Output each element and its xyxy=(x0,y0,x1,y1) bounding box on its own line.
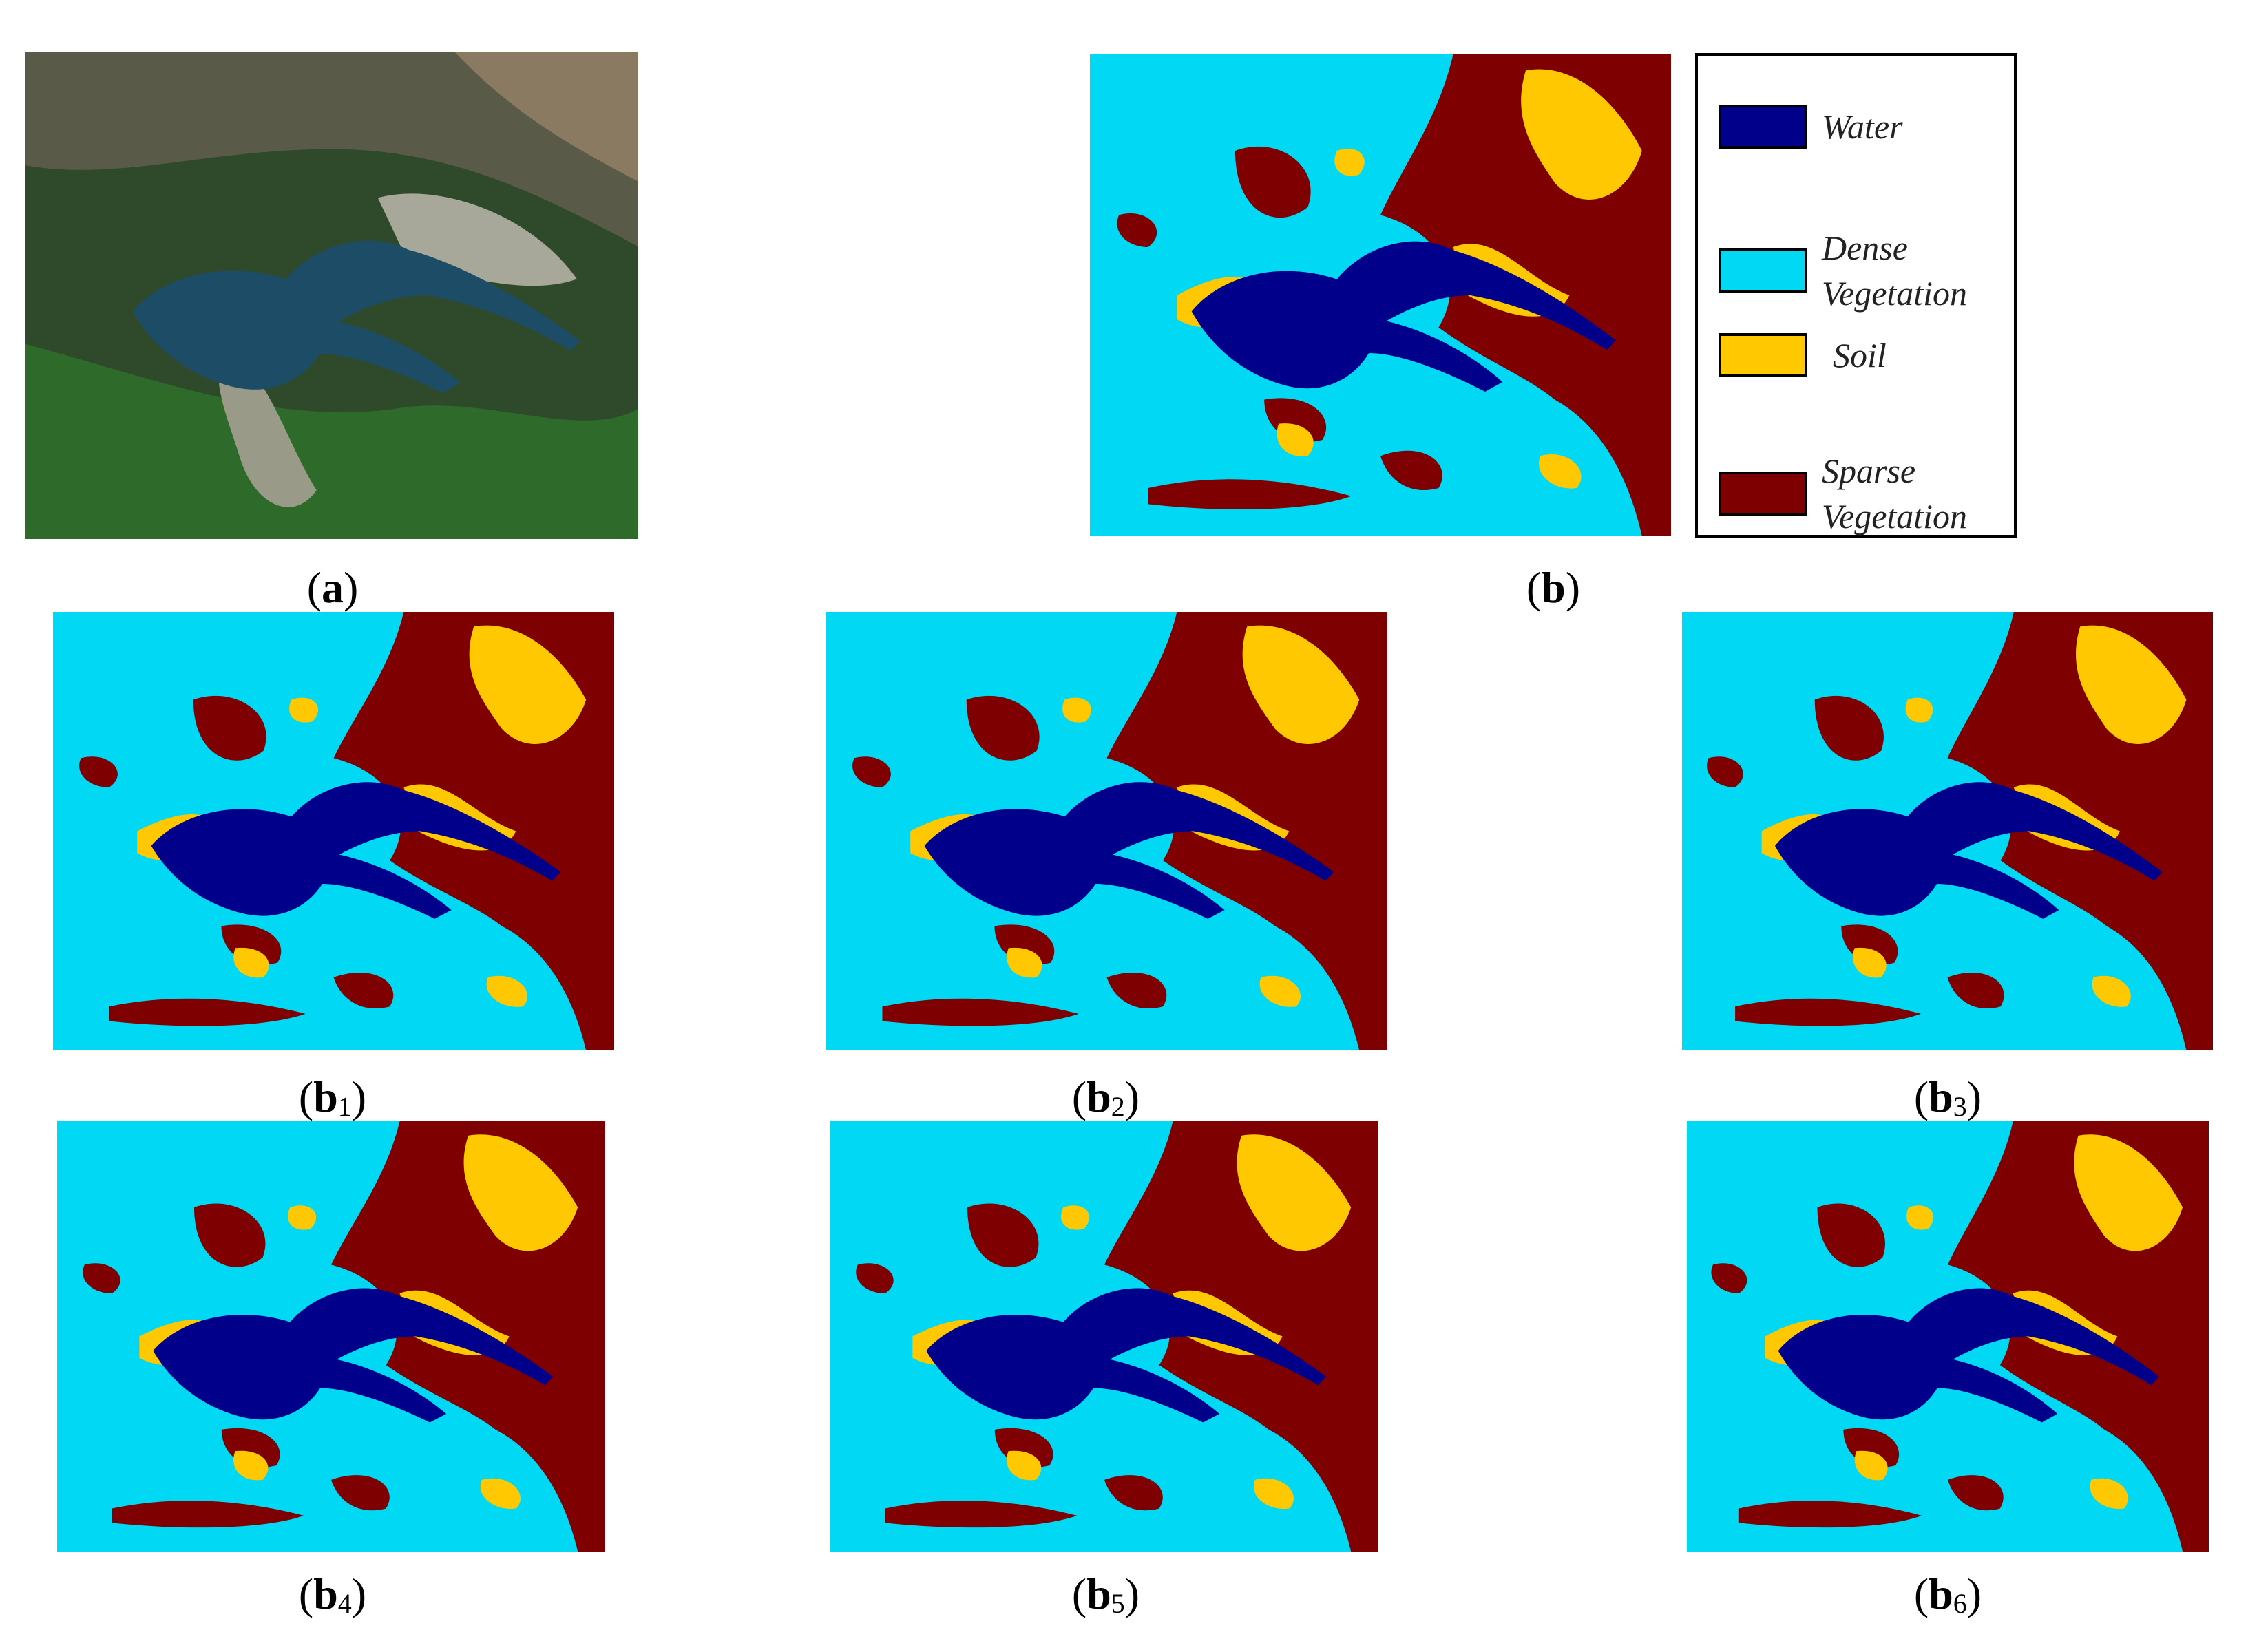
legend-line: Water xyxy=(1822,107,1903,146)
panel-caption: (b5) xyxy=(1072,1572,1139,1618)
caption-index: 1 xyxy=(337,1091,352,1122)
map-b3 xyxy=(1682,612,2213,1050)
caption-index: 6 xyxy=(1953,1588,1967,1619)
caption-letter: b xyxy=(313,1072,338,1121)
map xyxy=(53,612,614,1050)
panel-caption: (a) xyxy=(307,566,359,610)
satellite-svg xyxy=(25,52,638,539)
legend-swatch xyxy=(1719,248,1807,293)
legend-label: Soil xyxy=(1822,332,1887,378)
satellite-image xyxy=(25,52,638,539)
bracket: ( xyxy=(1071,1072,1087,1121)
legend-line: Soil xyxy=(1833,336,1887,374)
caption-letter: b xyxy=(1929,1072,1953,1121)
bracket: ( xyxy=(1526,563,1542,612)
reference-map xyxy=(1090,54,1671,536)
bracket: ) xyxy=(344,563,359,612)
caption-letter: a xyxy=(322,563,344,612)
map xyxy=(1687,1121,2209,1552)
legend-line: Sparse xyxy=(1822,452,1916,490)
bracket: ) xyxy=(1565,563,1581,612)
bracket: ) xyxy=(1966,1072,1982,1121)
map-b4 xyxy=(57,1121,605,1552)
legend-line: Vegetation xyxy=(1822,497,1968,536)
panel-caption: (b1) xyxy=(299,1075,366,1121)
caption-index: 2 xyxy=(1111,1091,1125,1122)
legend-label: Dense Vegetation xyxy=(1822,225,1967,316)
bracket: ( xyxy=(1913,1072,1929,1121)
caption-letter: b xyxy=(313,1569,338,1618)
bracket: ( xyxy=(298,1072,314,1121)
bracket: ) xyxy=(1124,1072,1140,1121)
panel-caption: (b3) xyxy=(1914,1075,1982,1121)
bracket: ) xyxy=(351,1569,367,1618)
bracket: ( xyxy=(1071,1569,1087,1618)
legend-swatch xyxy=(1719,333,1807,377)
legend-line: Dense xyxy=(1822,229,1908,267)
bracket: ) xyxy=(1966,1569,1982,1618)
legend: Water Dense Vegetation Soil Sparse Vegetation xyxy=(1695,53,2017,538)
bracket: ( xyxy=(298,1569,314,1618)
caption-letter: b xyxy=(1086,1569,1111,1618)
bracket: ( xyxy=(306,563,322,612)
caption-letter: b xyxy=(1929,1569,1953,1618)
bracket: ) xyxy=(351,1072,367,1121)
panel-caption: (b2) xyxy=(1072,1075,1139,1121)
panel-caption: (b) xyxy=(1526,566,1580,610)
bracket: ( xyxy=(1913,1569,1929,1618)
map xyxy=(57,1121,605,1552)
map-b2 xyxy=(826,612,1387,1050)
legend-swatch xyxy=(1719,472,1807,516)
map-b6 xyxy=(1687,1121,2209,1552)
caption-index: 4 xyxy=(337,1588,352,1619)
map xyxy=(826,612,1387,1050)
panel-caption: (b4) xyxy=(299,1572,366,1618)
map xyxy=(830,1121,1378,1552)
legend-swatch xyxy=(1719,105,1807,149)
map-b1 xyxy=(53,612,614,1050)
caption-letter: b xyxy=(1541,563,1566,612)
map xyxy=(1090,54,1671,536)
caption-letter: b xyxy=(1086,1072,1111,1121)
caption-index: 5 xyxy=(1111,1588,1125,1619)
caption-index: 3 xyxy=(1953,1091,1967,1122)
map-b5 xyxy=(830,1121,1378,1552)
map xyxy=(1682,612,2213,1050)
bracket: ) xyxy=(1124,1569,1140,1618)
legend-label: Water xyxy=(1822,104,1903,149)
panel-caption: (b6) xyxy=(1914,1572,1982,1618)
legend-label: Sparse Vegetation xyxy=(1822,448,1967,539)
legend-line: Vegetation xyxy=(1822,274,1968,313)
